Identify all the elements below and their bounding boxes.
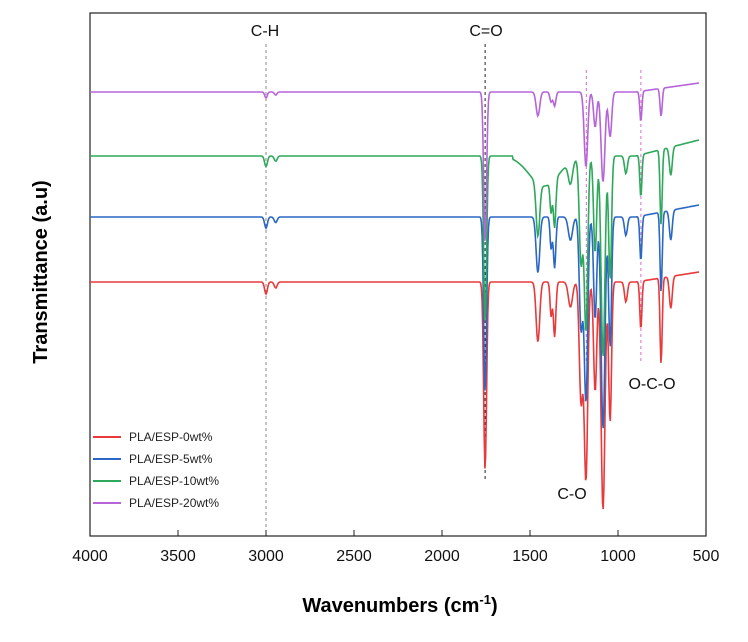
legend-label-1: PLA/ESP-5wt%: [129, 452, 213, 466]
legend-label-0: PLA/ESP-0wt%: [129, 430, 213, 444]
annotation-o-c-o: O-C-O: [628, 376, 675, 393]
x-tick-label-7: 500: [693, 548, 720, 565]
x-tick-label-3: 2500: [336, 548, 372, 565]
x-tick-label-2: 3000: [248, 548, 284, 565]
x-tick-label-5: 1500: [512, 548, 548, 565]
x-axis-title-tail: ): [491, 595, 498, 617]
annotation-co-double: C=O: [469, 23, 502, 40]
plot-frame: [89, 12, 707, 537]
x-tick-label-6: 1000: [600, 548, 636, 565]
x-tick-label-1: 3500: [160, 548, 196, 565]
legend-label-3: PLA/ESP-20wt%: [129, 496, 219, 510]
x-ticks: 4000 3500 3000 2500 2000 1500 1000 500: [72, 530, 719, 565]
x-tick-label-0: 4000: [72, 548, 108, 565]
series-lines: [90, 82, 700, 510]
annotation-ch: C-H: [251, 23, 279, 40]
series-line-0: [90, 271, 700, 510]
x-axis-title-sup: -1: [479, 592, 491, 607]
x-axis-title-main: Wavenumbers (cm: [302, 595, 479, 617]
y-axis-title: Transmittance (a.u): [30, 180, 52, 363]
series-line-1: [90, 204, 700, 429]
annotation-c-o: C-O: [557, 486, 586, 503]
legend: PLA/ESP-0wt% PLA/ESP-5wt% PLA/ESP-10wt% …: [93, 430, 219, 510]
series-line-3: [90, 82, 700, 241]
legend-label-2: PLA/ESP-10wt%: [129, 474, 219, 488]
x-tick-label-4: 2000: [424, 548, 460, 565]
series-line-2: [90, 139, 700, 356]
x-axis-title: Wavenumbers (cm-1): [302, 592, 497, 617]
